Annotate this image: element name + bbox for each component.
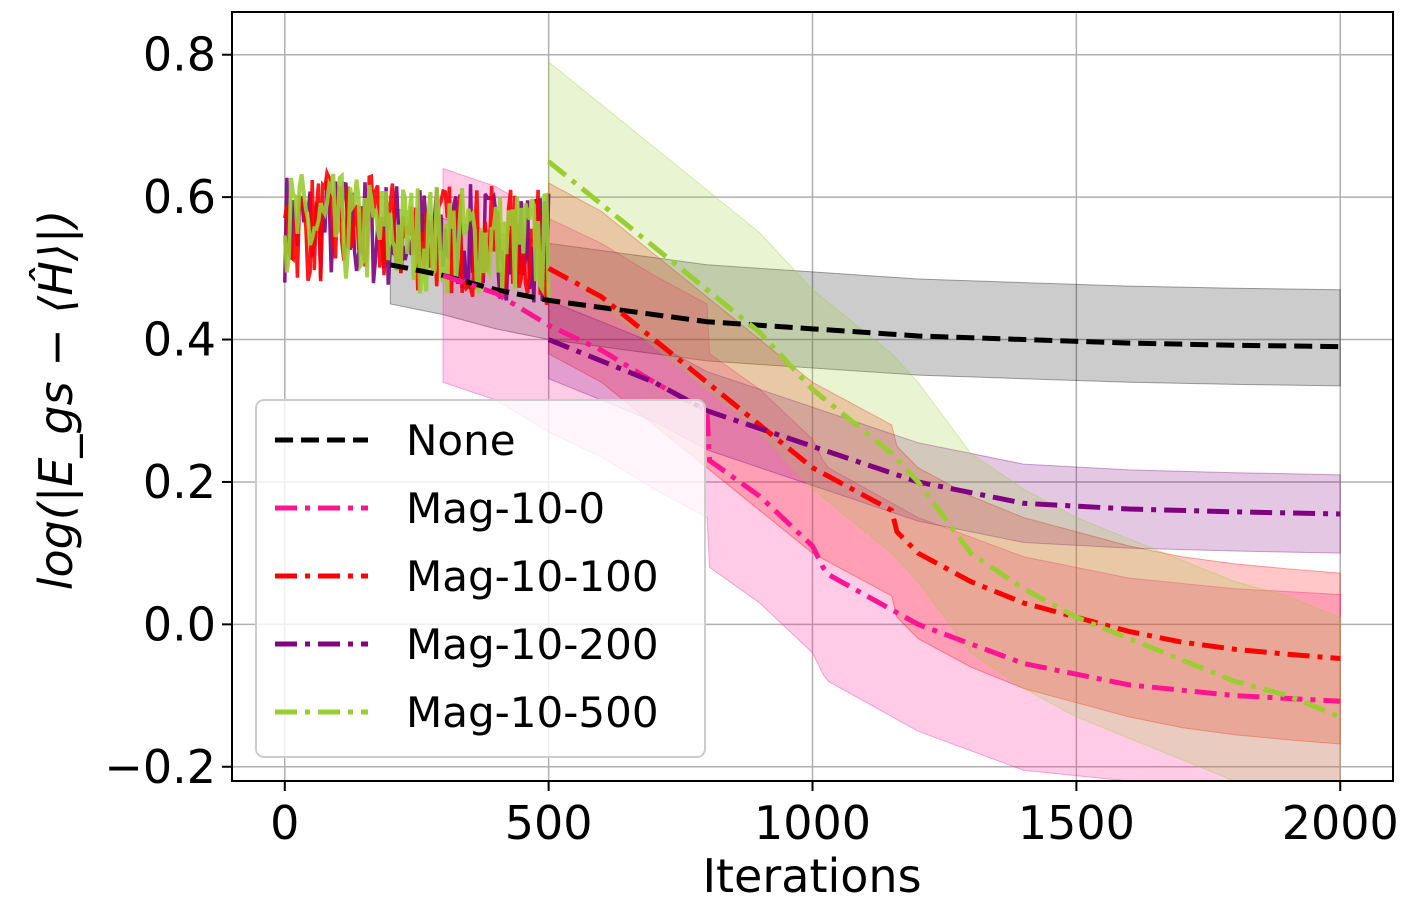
legend-label: Mag-10-200	[406, 620, 659, 669]
x-tick-label: 500	[505, 796, 593, 850]
y-axis-label: log(|E_gs − ⟨Ĥ⟩|)	[29, 210, 84, 591]
series-line-mag-10-100	[547, 266, 1341, 662]
x-tick-label: 2000	[1282, 796, 1399, 850]
x-tick-label: 1500	[1018, 796, 1135, 850]
y-tick-label: −0.2	[104, 740, 216, 794]
series-line-mag-10-0	[442, 273, 1341, 704]
series-lines	[389, 159, 1342, 720]
y-tick-label: 0.8	[143, 28, 216, 82]
legend-label: Mag-10-500	[406, 688, 659, 737]
x-tick-label: 0	[270, 796, 299, 850]
legend-box	[255, 399, 706, 758]
legend-label: None	[406, 416, 516, 465]
y-tick-label: 0.2	[143, 455, 216, 509]
y-tick-label: 0.4	[143, 313, 216, 367]
legend-label: Mag-10-100	[406, 552, 659, 601]
y-tick-label: 0.6	[143, 170, 216, 224]
legend-label: Mag-10-0	[406, 484, 605, 533]
legend: None Mag-10-0 Mag-10-100 Mag-10-200 Mag-10-5…	[255, 399, 706, 758]
noisy-trace	[282, 171, 551, 298]
x-tick-label: 1000	[754, 796, 871, 850]
series-line-none	[389, 262, 1341, 350]
band-mag-10-200	[548, 299, 1341, 554]
series-line-mag-10-200	[547, 337, 1341, 517]
series-line-mag-10-500	[547, 159, 1342, 720]
x-axis-label: Iterations	[702, 849, 921, 903]
y-tick-label: 0.0	[143, 597, 216, 651]
band-mag-10-100	[548, 182, 1341, 745]
axis-ticks: 0 500 1000 1500 2000 −0.2 0.0 0.2 0.4 0.6 0.8	[104, 28, 1398, 850]
